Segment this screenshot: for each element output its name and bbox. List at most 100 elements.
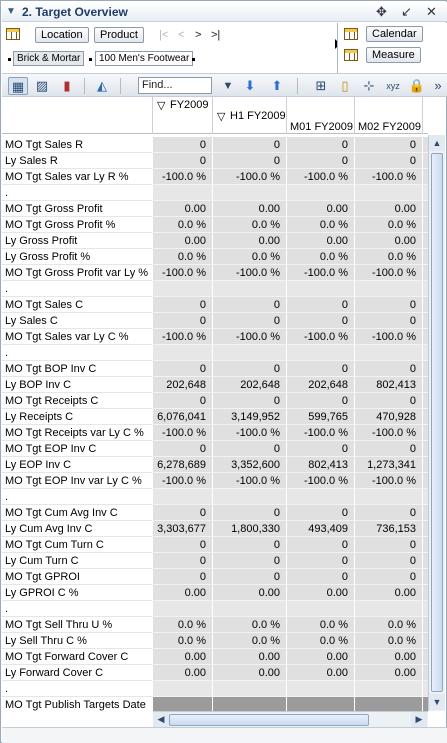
grid-cell[interactable]: -100.0 % xyxy=(286,425,354,441)
grid-cell[interactable]: -100.0 % xyxy=(152,425,212,441)
grid-cell[interactable] xyxy=(152,185,212,201)
grid-cell[interactable]: -100.0 % xyxy=(152,265,212,281)
previous-icon[interactable]: < xyxy=(178,29,185,41)
grid-cell[interactable]: 0 xyxy=(286,569,354,585)
grid-cell[interactable]: 0 xyxy=(286,137,354,153)
first-page-icon[interactable]: |< xyxy=(159,29,169,41)
grid-cell[interactable]: 0 xyxy=(354,137,422,153)
grid-cell[interactable]: 0 xyxy=(212,361,286,377)
toolbar-overflow-icon[interactable]: » xyxy=(434,78,442,93)
grid-cell[interactable] xyxy=(152,489,212,505)
area-chart-icon[interactable]: ◭ xyxy=(97,78,107,93)
scroll-up-icon[interactable]: ▲ xyxy=(429,135,445,151)
grid-cell[interactable]: 0 xyxy=(212,553,286,569)
grid-cell[interactable]: 0 xyxy=(354,361,422,377)
grid-cell[interactable]: 0 xyxy=(152,553,212,569)
minimize-arrow-icon[interactable]: ↙ xyxy=(401,4,412,19)
find-next-down-icon[interactable]: ⬇ xyxy=(244,78,256,93)
grid-cell[interactable] xyxy=(212,281,286,297)
grid-cell[interactable]: 0 xyxy=(286,393,354,409)
grid-cell[interactable]: 0 xyxy=(212,393,286,409)
grid-cell[interactable] xyxy=(354,601,422,617)
grid-cell[interactable]: 0 xyxy=(212,297,286,313)
grid-cell[interactable]: 0.00 xyxy=(286,665,354,681)
grid-cell[interactable]: -100.0 % xyxy=(286,169,354,185)
grid-cell[interactable]: 0.0 % xyxy=(212,617,286,633)
grid-cell[interactable]: 6,278,689 xyxy=(152,457,212,473)
grid-cell[interactable]: 202,648 xyxy=(286,377,354,393)
column-expander-icon[interactable]: ▽ xyxy=(217,111,226,123)
horizontal-scroll-thumb[interactable] xyxy=(169,714,369,726)
move-icon[interactable]: ✥ xyxy=(376,4,387,19)
grid-cell[interactable]: 0 xyxy=(286,537,354,553)
grid-cell[interactable]: 802,413 xyxy=(354,377,422,393)
grid-cell[interactable]: -100.0 % xyxy=(286,265,354,281)
grid-cell[interactable] xyxy=(152,281,212,297)
grid-cell[interactable]: 0 xyxy=(152,537,212,553)
grid-cell[interactable]: 0 xyxy=(286,297,354,313)
grid-cell[interactable]: 0.00 xyxy=(354,233,422,249)
split-view-icon[interactable]: ⊹ xyxy=(363,78,375,93)
grid-cell[interactable]: 202,648 xyxy=(212,377,286,393)
grid-cell[interactable]: 0 xyxy=(286,553,354,569)
grid-cell[interactable] xyxy=(286,489,354,505)
grid-cell[interactable]: 470,928 xyxy=(354,409,422,425)
grid-cell[interactable]: 202,648 xyxy=(152,377,212,393)
column-header-m01-fy2009[interactable]: M01 FY2009 xyxy=(286,97,354,134)
grid-cell[interactable]: 0 xyxy=(212,537,286,553)
grid-cell[interactable]: 0 xyxy=(286,361,354,377)
grid-cell[interactable]: 0.00 xyxy=(212,649,286,665)
grid-cell[interactable]: 0 xyxy=(212,313,286,329)
grid-cell[interactable]: 0.00 xyxy=(152,585,212,601)
chart-edit-icon[interactable]: ▨ xyxy=(35,78,49,93)
grid-cell[interactable]: -100.0 % xyxy=(212,329,286,345)
grid-cell[interactable] xyxy=(152,681,212,697)
grid-cell[interactable]: 0 xyxy=(152,505,212,521)
grid-cell[interactable] xyxy=(354,697,422,711)
grid-cell[interactable]: 0.0 % xyxy=(212,249,286,265)
grid-cell[interactable] xyxy=(286,681,354,697)
grid-cell[interactable]: 0 xyxy=(286,441,354,457)
grid-cell[interactable]: 599,765 xyxy=(286,409,354,425)
grid-cell[interactable]: 0 xyxy=(212,137,286,153)
highlight-icon[interactable]: ▯ xyxy=(341,78,349,93)
grid-cell[interactable]: -100.0 % xyxy=(212,169,286,185)
grid-cell[interactable] xyxy=(354,681,422,697)
grid-cell[interactable]: 0.00 xyxy=(354,665,422,681)
grid-cell[interactable]: -100.0 % xyxy=(354,265,422,281)
grid-cell[interactable]: 0 xyxy=(152,441,212,457)
grid-cell[interactable]: 0.00 xyxy=(354,585,422,601)
grid-cell[interactable]: -100.0 % xyxy=(286,329,354,345)
grid-cell[interactable]: 3,303,677 xyxy=(152,521,212,537)
grid-cell[interactable]: 0 xyxy=(286,153,354,169)
grid-cell[interactable]: -100.0 % xyxy=(286,473,354,489)
grid-cell[interactable]: 0 xyxy=(354,553,422,569)
scroll-down-icon[interactable]: ▼ xyxy=(429,694,445,710)
calendar-button[interactable]: Calendar xyxy=(366,26,423,42)
location-button[interactable]: Location xyxy=(35,27,89,43)
vertical-scrollbar[interactable]: ▲ ▼ xyxy=(428,135,445,711)
grid-cell[interactable]: 802,413 xyxy=(286,457,354,473)
grid-cell[interactable]: 1,273,341 xyxy=(354,457,422,473)
grid-cell[interactable]: 0.00 xyxy=(286,233,354,249)
grid-cell[interactable]: 6,076,041 xyxy=(152,409,212,425)
grid-cell[interactable]: 0.00 xyxy=(152,201,212,217)
grid-cell[interactable]: 0 xyxy=(152,361,212,377)
column-header-fy2009[interactable]: ▽ FY2009 xyxy=(152,97,212,134)
grid-cell[interactable]: 0 xyxy=(212,441,286,457)
last-page-icon[interactable]: >| xyxy=(211,29,221,41)
grid-cell[interactable]: 0 xyxy=(354,537,422,553)
grid-cell[interactable]: 0 xyxy=(286,313,354,329)
grid-cell[interactable]: 3,352,600 xyxy=(212,457,286,473)
grid-cell[interactable]: 0 xyxy=(152,393,212,409)
grid-cell[interactable]: 0 xyxy=(212,569,286,585)
close-icon[interactable]: ✕ xyxy=(426,4,437,19)
grid-cell[interactable] xyxy=(286,697,354,711)
grid-cell[interactable]: 0.0 % xyxy=(286,633,354,649)
column-header-m02-fy2009[interactable]: M02 FY2009 xyxy=(354,97,422,134)
grid-cell[interactable]: 0.0 % xyxy=(152,633,212,649)
column-expander-icon[interactable]: ▽ xyxy=(157,100,166,112)
find-input[interactable]: Find... xyxy=(138,77,212,94)
grid-cell[interactable]: 0 xyxy=(152,297,212,313)
table-settings-icon[interactable]: ⊞ xyxy=(315,78,327,93)
